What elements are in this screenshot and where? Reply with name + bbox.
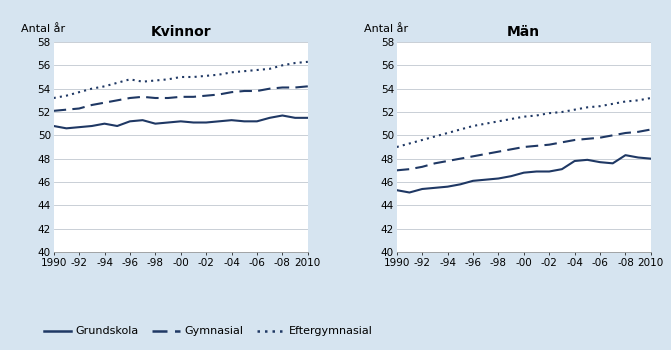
Legend: Grundskola, Gymnasial, Eftergymnasial: Grundskola, Gymnasial, Eftergymnasial	[39, 322, 378, 341]
Title: Kvinnor: Kvinnor	[150, 26, 211, 40]
Text: Antal år: Antal år	[21, 23, 65, 34]
Text: Antal år: Antal år	[364, 23, 408, 34]
Title: Män: Män	[507, 26, 540, 40]
